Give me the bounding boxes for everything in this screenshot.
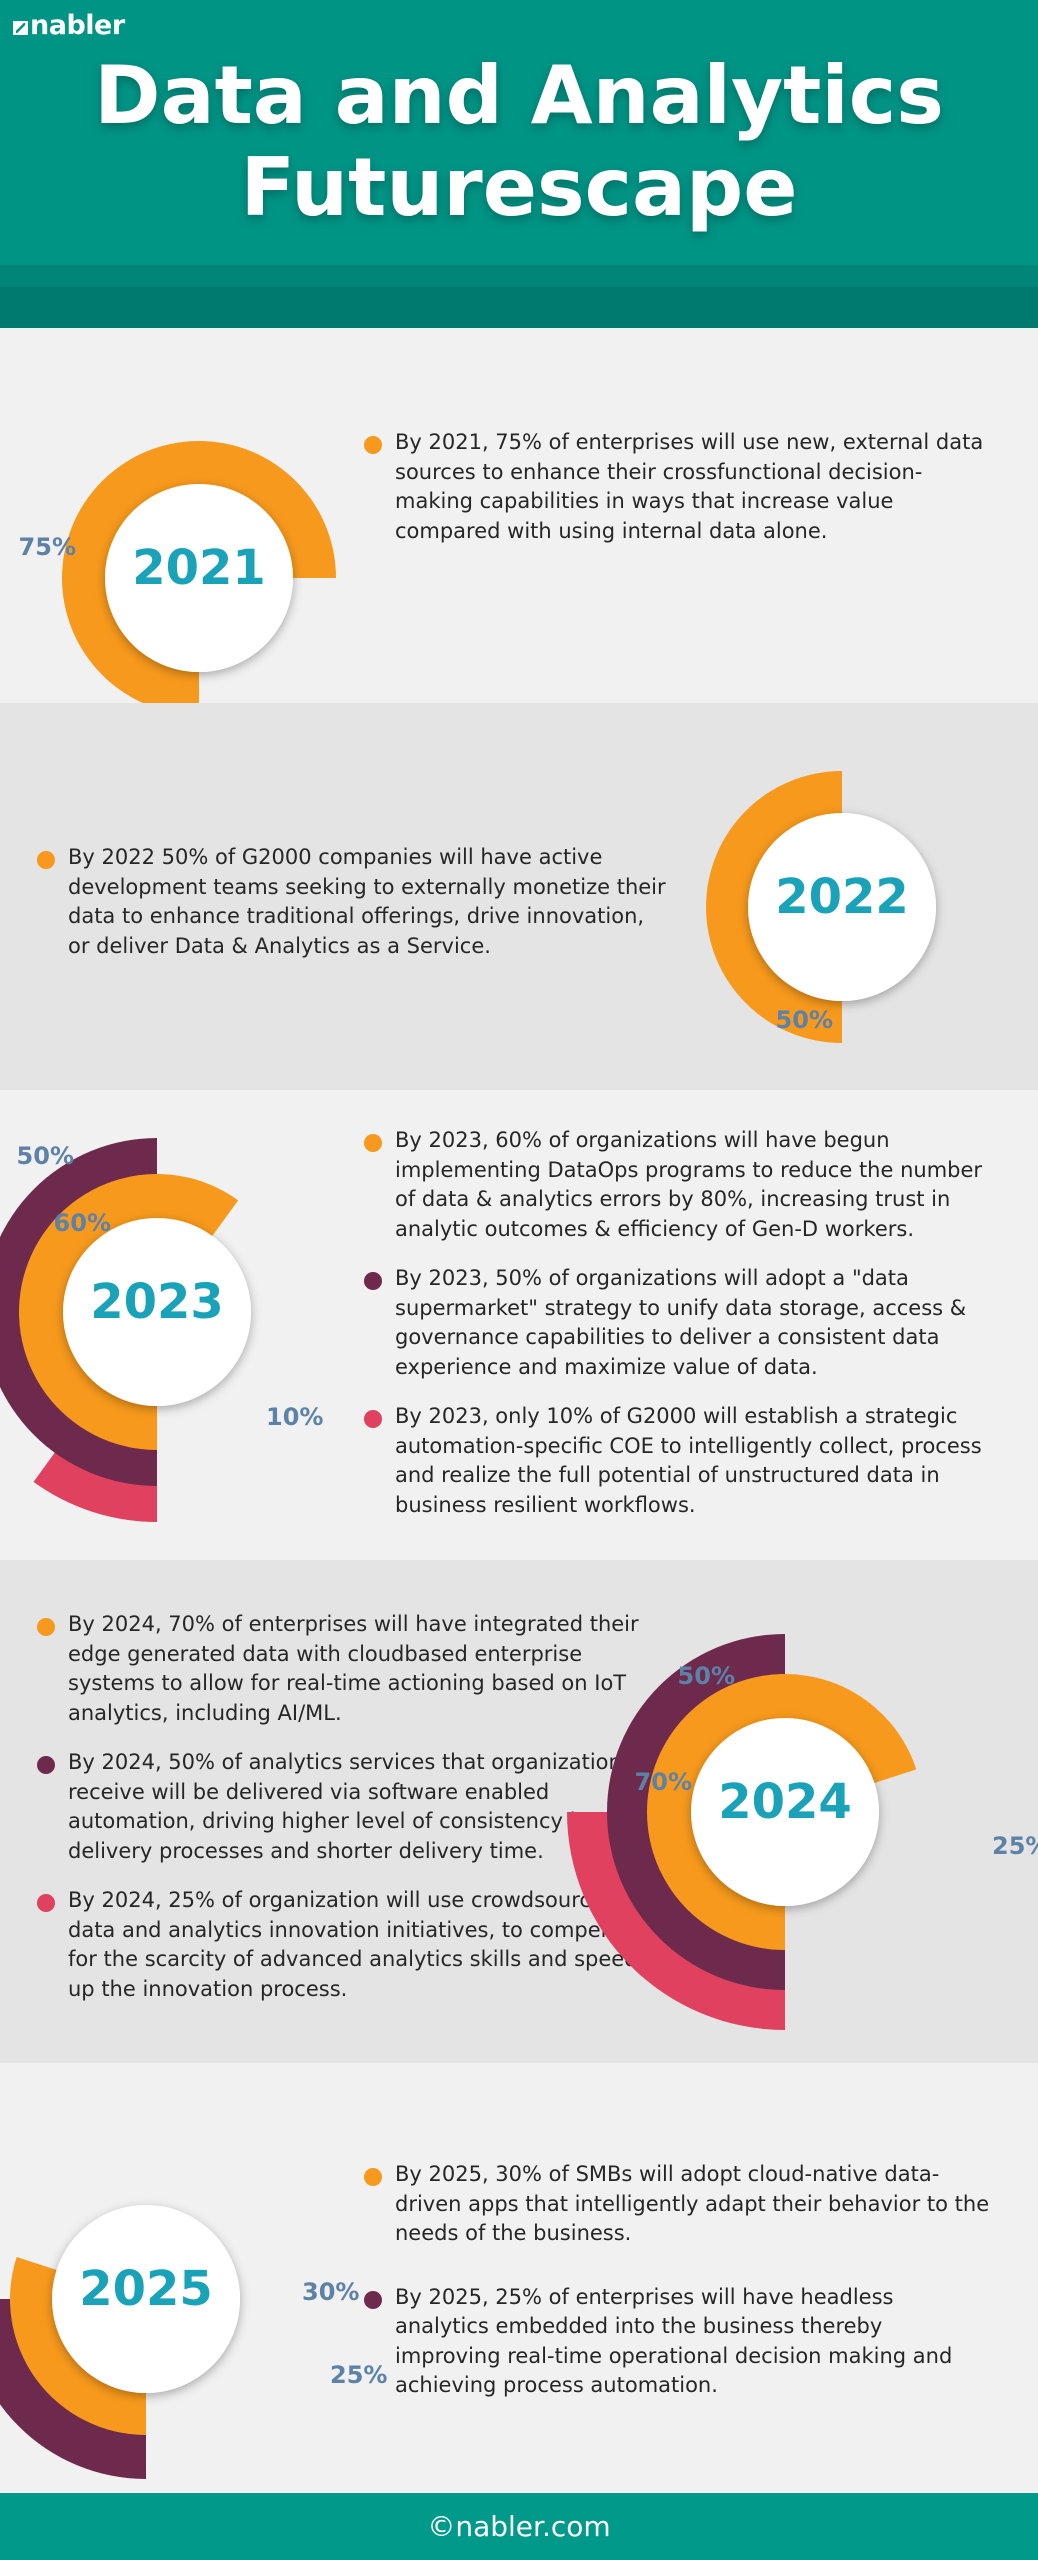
year-label: 2023 [90,1274,224,1330]
bullet-item: By 2023, only 10% of G2000 will establis… [364,1402,994,1520]
orange-bullet-dot [37,1618,55,1636]
pink-bullet-dot [37,1894,55,1912]
bullet-text: By 2024, 50% of analytics services that … [68,1750,633,1863]
ring-svg-2022: 2022 50% [706,771,936,1043]
ring-chart-2025: 2025 30% 25% [0,2133,387,2479]
bullet-text: By 2024, 70% of enterprises will have in… [68,1612,639,1725]
orange-ring-arc [647,1674,917,1950]
orange-bullet-dot [37,851,55,869]
percent-label: 25% [992,1832,1038,1860]
year-circle [691,1718,879,1906]
percent-label: 25% [330,2361,387,2389]
ring-svg-2024: 2024 70% 50% 25% [567,1634,1038,2030]
purple-ring-arc [607,1634,785,1990]
bullet-text: By 2025, 30% of SMBs will adopt cloud-na… [395,2162,990,2245]
purple-ring-arc [0,1138,157,1486]
percent-label: 50% [678,1662,735,1690]
bullet-item: By 2021, 75% of enterprises will use new… [364,428,994,546]
ring-svg-2023: 2023 60% 50% 10% [0,1138,323,1522]
bullet-item: By 2024, 50% of analytics services that … [37,1748,667,1866]
section-2023: 2023 60% 50% 10% By 2023, 60% of organizati… [0,1090,1038,1560]
header-banner: nabler Data and Analytics Futurescape [0,0,1038,328]
bullet-list-2024: By 2024, 70% of enterprises will have in… [37,1610,667,2004]
orange-bullet-dot [364,2168,382,2186]
percent-label: 70% [635,1768,692,1796]
bullet-text: By 2024, 25% of organization will use cr… [68,1888,659,2001]
ring-chart-2023: 2023 60% 50% 10% [0,1120,338,1544]
percent-label: 60% [54,1209,111,1237]
year-label: 2025 [79,2261,213,2317]
orange-ring-arc [19,1174,239,1450]
orange-ring-arc [9,2256,147,2435]
purple-ring-arc [0,2299,146,2479]
ring-svg-2021: 2021 75% [19,441,336,715]
section-2024: By 2024, 70% of enterprises will have in… [0,1560,1038,2063]
bullet-item: By 2025, 30% of SMBs will adopt cloud-na… [364,2160,994,2249]
bullet-item: By 2023, 60% of organizations will have … [364,1126,994,1244]
bullet-text: By 2025, 25% of enterprises will have he… [395,2284,953,2398]
header-stripe-dark [0,287,1038,328]
bullet-text: By 2023, only 10% of G2000 will establis… [395,1404,982,1517]
bullet-text: By 2021, 75% of enterprises will use new… [395,430,984,543]
section-2022: By 2022 50% of G2000 companies will have… [0,703,1038,1090]
percent-label: 50% [17,1142,74,1170]
header-stripe [0,265,1038,287]
year-circle [52,2205,240,2393]
percent-label: 75% [19,533,76,561]
bullet-list-2025: By 2025, 30% of SMBs will adopt cloud-na… [364,2160,994,2401]
year-label: 2024 [718,1774,852,1830]
bullet-item: By 2024, 25% of organization will use cr… [37,1886,667,2004]
footer-link[interactable]: ©nabler.com [427,2510,611,2543]
percent-label: 50% [776,1006,833,1034]
ring-chart-2021: 2021 75% [19,378,358,715]
orange-bullet-dot [364,1134,382,1152]
orange-bullet-dot [364,436,382,454]
orange-ring-arc [706,771,842,1043]
nabler-logo-icon [13,20,28,35]
nabler-logo[interactable]: nabler [13,10,125,41]
bullet-text: By 2023, 50% of organizations will adopt… [395,1266,967,1379]
purple-bullet-dot [37,1756,55,1774]
pink-bullet-dot [364,1410,382,1428]
ring-svg-2025: 2025 30% 25% [0,2205,387,2479]
footer: ©nabler.com [0,2493,1038,2560]
bullet-item: By 2023, 50% of organizations will adopt… [364,1264,994,1382]
logo-text: nabler [30,10,125,41]
bullet-text: By 2023, 60% of organizations will have … [395,1128,983,1241]
section-2021: 2021 75% By 2021, 75% of enterprises will… [0,328,1038,715]
percent-label: 30% [302,2278,359,2306]
bullet-text: By 2022 50% of G2000 companies will have… [68,845,666,958]
pink-ring-arc [33,1443,158,1522]
bullet-item: By 2025, 25% of enterprises will have he… [364,2283,994,2401]
year-circle [105,484,293,672]
bullet-list-2023: By 2023, 60% of organizations will have … [364,1126,994,1520]
year-label: 2021 [132,540,266,596]
ring-chart-2022: 2022 50% [700,743,1020,1067]
year-circle [63,1218,251,1406]
ring-chart-2024: 2024 70% 50% 25% [567,1610,1038,2034]
percent-label: 10% [266,1403,323,1431]
section-2025: 2025 30% 25% By 2025, 30% of SMBs will ado… [0,2063,1038,2493]
page-title: Data and Analytics Futurescape [0,50,1038,234]
title-line-1: Data and Analytics [94,49,944,142]
orange-ring-arc [62,441,336,715]
bullet-item: By 2022 50% of G2000 companies will have… [37,843,667,961]
bullet-list-2021: By 2021, 75% of enterprises will use new… [364,428,994,546]
bullet-item: By 2024, 70% of enterprises will have in… [37,1610,667,1728]
year-label: 2022 [775,869,909,925]
purple-bullet-dot [364,2290,382,2309]
year-circle [748,813,936,1001]
bullet-list-2022: By 2022 50% of G2000 companies will have… [37,843,667,961]
purple-bullet-dot [364,1272,382,1290]
title-line-2: Futurescape [240,141,798,234]
